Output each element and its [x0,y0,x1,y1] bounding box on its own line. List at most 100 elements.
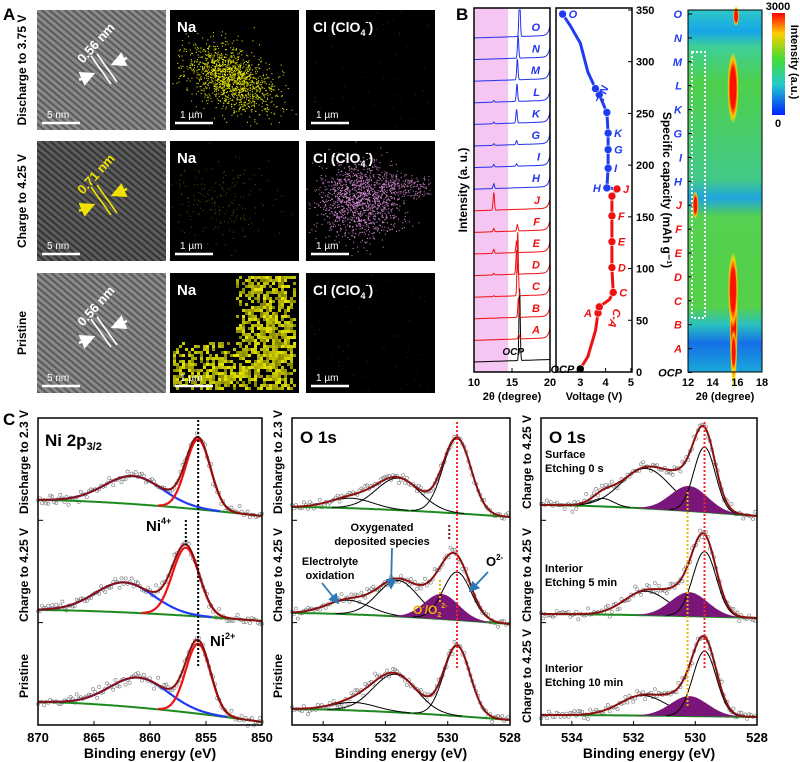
eds-signal-dot [248,64,250,66]
eds-signal-dot [412,190,414,192]
eds-signal-dot [237,56,239,58]
eds-signal-dot [337,217,339,219]
eds-signal-dot [350,209,352,211]
eds-signal-dot [424,68,425,70]
eds-signal-dot [214,73,216,75]
eds-signal-dot [370,22,372,24]
eds-signal-dot [204,93,206,95]
eds-signal-dot [352,193,354,195]
eds-signal-dot [363,168,365,170]
eds-signal-dot [362,193,364,195]
eds-signal-dot [268,63,270,65]
eds-signal-dot [224,74,226,76]
eds-signal-dot [209,142,211,144]
eds-signal-dot [232,62,234,64]
eds-signal-dot [353,163,355,165]
eds-signal-dot [231,71,233,73]
eds-signal-dot [248,75,250,77]
eds-signal-dot [242,67,244,69]
eds-signal-dot [242,84,244,86]
eds-signal-dot [251,309,254,312]
eds-signal-dot [245,375,248,378]
eds-signal-dot [336,231,338,233]
eds-signal-dot [320,206,322,208]
eds-signal-dot [214,77,216,79]
eds-signal-dot [411,180,413,182]
eds-signal-dot [207,62,209,64]
eds-signal-dot [395,216,397,218]
eds-signal-dot [179,75,181,77]
eds-signal-dot [349,167,351,169]
eds-signal-dot [248,312,251,315]
eds-signal-dot [187,89,189,91]
data-point [85,495,89,500]
eds-signal-dot [241,95,243,97]
eds-signal-dot [228,67,230,69]
eds-signal-dot [239,89,241,91]
eds-signal-dot [386,184,388,186]
eds-signal-dot [342,98,344,99]
eds-signal-dot [272,360,275,363]
data-point [164,682,169,687]
eds-signal-dot [351,205,353,207]
eds-signal-dot [206,70,208,72]
data-point [548,500,553,505]
eds-signal-dot [391,377,393,379]
eds-signal-dot [399,193,401,195]
eds-signal-dot [355,163,357,165]
xrd-trace-B [474,297,551,320]
eds-signal-dot [194,345,197,348]
eds-signal-dot [251,294,254,297]
eds-signal-dot [407,183,409,185]
eds-signal-dot [329,193,331,195]
data-point [414,587,419,591]
eds-signal-dot [212,77,214,79]
eds-signal-dot [245,90,247,92]
eds-signal-dot [212,57,214,59]
eds-signal-dot [249,102,251,104]
eds-signal-dot [373,184,375,186]
eds-signal-dot [389,173,391,175]
eds-signal-dot [324,189,326,191]
eds-signal-dot [179,214,181,216]
eds-signal-dot [264,82,266,84]
eds-signal-dot [272,288,275,291]
eds-signal-dot [363,187,365,189]
eds-signal-dot [342,174,344,176]
eds-signal-dot [239,276,242,279]
eds-signal-dot [347,237,349,239]
eds-signal-dot [342,187,344,189]
eds-signal-dot [202,66,204,68]
eds-signal-dot [223,93,225,95]
eds-signal-dot [392,197,394,199]
eds-signal-dot [244,82,246,84]
eds-signal-dot [339,164,341,166]
eds-signal-dot [194,369,197,372]
eds-signal-dot [179,360,182,363]
eds-signal-dot [375,197,377,199]
eds-signal-dot [209,378,212,381]
panel-label-c: C [3,410,15,429]
eds-signal-dot [385,194,387,196]
eds-signal-dot [376,209,378,211]
eds-signal-dot [404,181,406,183]
eds-signal-dot [212,369,215,372]
component-peak [141,546,231,620]
eds-signal-dot [366,201,368,203]
eds-signal-dot [359,199,361,201]
eds-signal-dot [394,187,396,189]
eds-signal-dot [215,226,217,228]
eds-signal-dot [256,123,258,125]
eds-signal-dot [212,366,215,369]
eds-signal-dot [220,42,222,44]
eds-signal-dot [270,87,272,89]
eds-signal-dot [351,219,353,221]
eds-signal-dot [381,210,383,212]
eds-signal-dot [236,59,238,61]
eds-signal-dot [173,354,176,357]
eds-signal-dot [249,116,251,118]
eds-signal-dot [212,72,214,74]
eds-signal-dot [403,193,405,195]
eds-signal-dot [238,76,240,78]
